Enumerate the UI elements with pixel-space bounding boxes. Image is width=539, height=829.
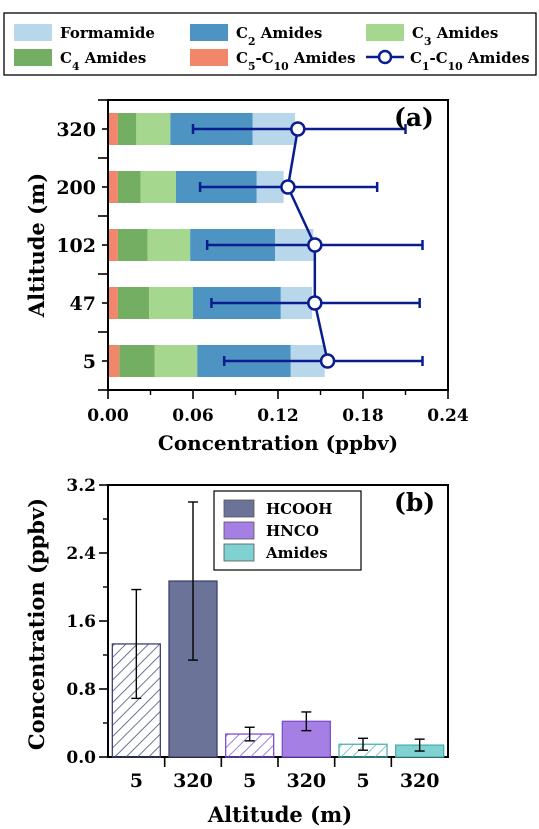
legend-a: Formamide C2 Amides C3 Amides C4 Amides C5-C… bbox=[3, 12, 537, 76]
legend-c5-c10-amides-label: C5-C10 Amides bbox=[236, 49, 356, 73]
legend-c4-amides-swatch bbox=[14, 49, 52, 66]
bar-c5-c10-amides-102 bbox=[108, 229, 118, 261]
legend-b-amides-label: Amides bbox=[265, 544, 328, 562]
y-axis-label-a: Altitude (m) bbox=[24, 173, 49, 318]
y-tick-label-a-5: 5 bbox=[83, 351, 96, 373]
y-tick-label-a-200: 200 bbox=[56, 177, 96, 199]
bar-c4-amides-102 bbox=[117, 229, 148, 261]
bar-c4-amides-320 bbox=[117, 113, 137, 145]
bar-c3-amides-5 bbox=[154, 345, 198, 377]
legend-c2-amides-label: C2 Amides bbox=[236, 24, 322, 48]
bar-c3-amides-200 bbox=[140, 171, 176, 203]
x-tick-label-b-3: 320 bbox=[286, 770, 326, 792]
bar-c5-c10-amides-5 bbox=[108, 345, 120, 377]
legend-b-hnco-label: HNCO bbox=[266, 522, 319, 540]
x-tick-label-a: 0.24 bbox=[427, 406, 469, 426]
x-tick-label-b-4: 5 bbox=[356, 770, 369, 792]
y-axis-label-b: Concentration (ppbv) bbox=[24, 498, 49, 750]
y-tick-label-a-320: 320 bbox=[56, 119, 96, 141]
x-tick-label-a: 0.06 bbox=[172, 406, 213, 426]
point-320 bbox=[290, 121, 306, 137]
x-tick-label-a: 0.00 bbox=[87, 406, 129, 426]
point-200 bbox=[280, 179, 296, 195]
legend-b-hcooh-swatch bbox=[223, 499, 255, 518]
bar-c3-amides-47 bbox=[149, 287, 193, 319]
legend-c4-amides-label: C4 Amides bbox=[60, 49, 146, 73]
bar-c5-c10-amides-320 bbox=[108, 113, 118, 145]
legend-c1-c10-amides-label: C1-C10 Amides bbox=[410, 49, 530, 73]
x-axis-label-b: Altitude (m) bbox=[207, 802, 352, 827]
legend-b-amides-swatch bbox=[223, 543, 255, 562]
y-tick-label-b: 3.2 bbox=[66, 476, 96, 496]
panel-label-a: (a) bbox=[394, 103, 434, 132]
y-tick-label-a-47: 47 bbox=[70, 293, 96, 315]
bar-c4-amides-200 bbox=[117, 171, 141, 203]
legend-b: HCOOH HNCO Amides bbox=[213, 490, 362, 571]
point-102 bbox=[307, 237, 323, 253]
bar-c5-c10-amides-200 bbox=[108, 171, 118, 203]
legend-b-hnco-swatch bbox=[223, 521, 255, 540]
x-axis-label-a: Concentration (ppbv) bbox=[158, 431, 398, 455]
panel-label-b: (b) bbox=[394, 488, 435, 517]
legend-b-hcooh-label: HCOOH bbox=[266, 500, 332, 518]
point-47 bbox=[307, 295, 323, 311]
y-tick-label-b: 1.6 bbox=[66, 612, 96, 632]
legend-c3-amides-swatch bbox=[366, 24, 404, 41]
legend-c5-c10-amides-swatch bbox=[190, 49, 228, 66]
x-tick-label-b-5: 320 bbox=[400, 770, 440, 792]
panel-b: 0.0 0.8 1.6 2.4 3.2 5 320 5 320 5 320 (b) HCOOH HN… bbox=[24, 476, 449, 827]
x-tick-label-b-2: 5 bbox=[243, 770, 256, 792]
legend-c3-amides-label: C3 Amides bbox=[412, 24, 498, 48]
point-5 bbox=[319, 353, 336, 369]
bar-c4-amides-47 bbox=[117, 287, 150, 319]
bar-c3-amides-102 bbox=[147, 229, 191, 261]
bar-c3-amides-320 bbox=[136, 113, 171, 145]
y-tick-label-b: 2.4 bbox=[66, 544, 96, 564]
x-tick-label-a: 0.12 bbox=[257, 406, 298, 426]
bar-c5-c10-amides-47 bbox=[108, 287, 118, 319]
legend-formamide-swatch bbox=[14, 24, 52, 41]
x-tick-label-a: 0.18 bbox=[342, 406, 383, 426]
x-tick-label-b-0: 5 bbox=[130, 770, 143, 792]
x-tick-label-b-1: 320 bbox=[173, 770, 213, 792]
y-tick-label-b: 0.0 bbox=[66, 748, 96, 768]
panel-a: 320 200 102 47 5 0.00 0.06 0.12 0.18 0.24 (a) Co… bbox=[24, 99, 469, 455]
y-tick-label-a-102: 102 bbox=[56, 235, 96, 257]
legend-c1-c10-amides-marker bbox=[377, 49, 393, 65]
bar-c4-amides-5 bbox=[119, 345, 155, 377]
legend-formamide-label: Formamide bbox=[60, 24, 155, 42]
legend-c2-amides-swatch bbox=[190, 24, 228, 41]
y-tick-label-b: 0.8 bbox=[66, 680, 96, 700]
